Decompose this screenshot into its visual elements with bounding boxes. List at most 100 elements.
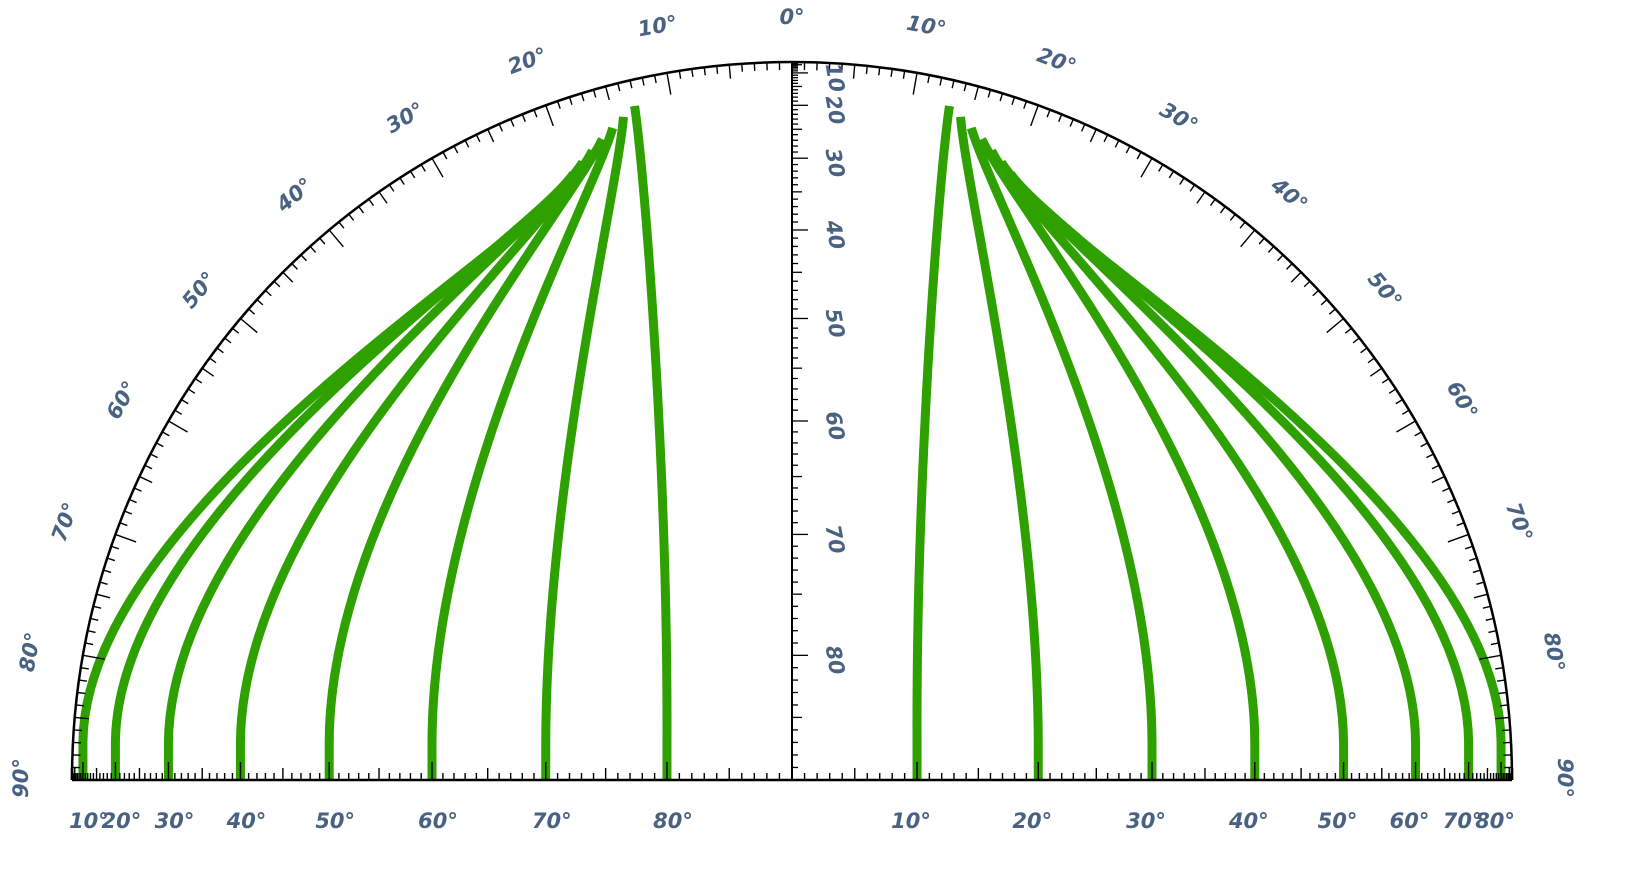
- rim-tick: [378, 191, 388, 204]
- rim-tick: [1168, 170, 1175, 179]
- rim-tick: [1069, 118, 1074, 127]
- rim-tick: [224, 337, 232, 344]
- rim-tick: [1303, 280, 1311, 288]
- rim-tick: [629, 80, 633, 89]
- rim-tick: [580, 93, 585, 102]
- rim-tick: [300, 254, 307, 262]
- ticks-layer: [71, 61, 1513, 780]
- rim-tick: [420, 164, 426, 172]
- rim-tick: [1196, 191, 1206, 204]
- base-label-right: 10°: [891, 809, 931, 833]
- meridian-curve: [541, 116, 628, 780]
- rim-tick: [703, 67, 706, 76]
- center-scale-label: 80: [821, 644, 850, 677]
- rim-tick: [85, 642, 94, 646]
- rim-tick: [78, 679, 88, 682]
- rim-tick: [155, 442, 164, 448]
- center-scale-label: 70: [821, 523, 850, 556]
- rim-tick: [1240, 229, 1256, 248]
- frame-layer: [70, 60, 1514, 782]
- rim-tick: [1328, 308, 1336, 315]
- meridian-curve: [966, 126, 1157, 780]
- rim-tick: [358, 206, 365, 214]
- rim-tick: [1367, 357, 1375, 364]
- rim-label-right: 80°: [1539, 630, 1570, 673]
- rim-label-right: 70°: [1501, 499, 1537, 545]
- rim-tick: [533, 109, 538, 118]
- rim-tick: [119, 522, 128, 527]
- base-label-left: 70°: [532, 809, 572, 833]
- rim-tick: [1396, 420, 1416, 433]
- rim-tick: [1312, 289, 1320, 297]
- rim-tick: [80, 666, 89, 670]
- rim-tick: [115, 533, 137, 543]
- rim-tick: [1426, 453, 1434, 459]
- rim-tick: [510, 118, 515, 127]
- rim-tick: [912, 72, 918, 95]
- base-label-right: 70°: [1443, 809, 1483, 833]
- rim-tick: [90, 617, 99, 621]
- rim-tick: [1456, 522, 1465, 527]
- rim-tick: [1320, 299, 1328, 306]
- end-label-right: 90°: [1553, 758, 1577, 798]
- center-scale-label: 40: [820, 217, 849, 251]
- rim-tick: [1023, 100, 1028, 109]
- rim-tick: [168, 420, 188, 433]
- rim-tick: [1476, 581, 1485, 585]
- rim-tick: [431, 157, 444, 178]
- rim-tick: [103, 569, 112, 574]
- rim-tick: [1485, 617, 1494, 621]
- rim-tick: [1498, 691, 1507, 695]
- rim-tick: [1447, 498, 1456, 504]
- rim-tick: [1030, 105, 1039, 127]
- base-label-right: 20°: [1012, 809, 1052, 833]
- base-label-right: 80°: [1475, 809, 1515, 833]
- rim-tick: [1125, 145, 1131, 154]
- rim-tick: [1502, 729, 1511, 732]
- rim-tick: [1011, 96, 1016, 105]
- rim-tick: [338, 221, 345, 229]
- rim-tick: [1401, 409, 1410, 415]
- rim-tick: [1352, 337, 1360, 344]
- rim-tick: [556, 100, 561, 109]
- rim-tick: [248, 308, 256, 315]
- base-label-right: 60°: [1390, 809, 1430, 833]
- rim-tick: [728, 64, 732, 79]
- rim-tick: [1290, 271, 1302, 283]
- rim-tick: [1046, 109, 1051, 118]
- rim-tick: [194, 377, 203, 384]
- rim-tick: [399, 177, 405, 185]
- rim-label-left: 80°: [15, 630, 46, 673]
- rim-tick: [1158, 164, 1164, 172]
- rim-tick: [878, 67, 881, 76]
- rim-tick: [1326, 317, 1345, 334]
- rim-tick: [348, 213, 355, 221]
- rim-tick: [475, 134, 481, 143]
- rim-label-left: 20°: [505, 43, 551, 79]
- rim-tick: [107, 557, 116, 562]
- curves-layer: [78, 105, 1506, 780]
- rim-tick: [1472, 569, 1481, 574]
- rim-tick: [1140, 157, 1153, 178]
- base-label-right: 50°: [1318, 809, 1358, 833]
- rim-tick: [464, 139, 470, 148]
- rim-tick: [1468, 557, 1477, 562]
- rim-tick: [409, 170, 416, 179]
- rim-tick: [487, 128, 495, 143]
- rim-tick: [75, 704, 84, 707]
- base-label-left: 60°: [418, 809, 458, 833]
- rim-tick: [1103, 134, 1109, 143]
- rim-tick: [144, 464, 153, 470]
- rim-tick: [1239, 221, 1246, 229]
- rim-tick: [902, 70, 906, 79]
- center-scale-label: 30: [821, 146, 850, 179]
- rim-tick: [1080, 123, 1086, 132]
- rim-label-left: 10°: [636, 11, 679, 42]
- rim-tick: [139, 475, 153, 484]
- rim-tick: [128, 498, 137, 504]
- rim-label-left: 30°: [382, 97, 428, 138]
- rim-tick: [951, 80, 955, 89]
- rim-tick: [1447, 533, 1469, 543]
- rim-tick: [1488, 630, 1497, 634]
- rim-tick: [999, 93, 1004, 102]
